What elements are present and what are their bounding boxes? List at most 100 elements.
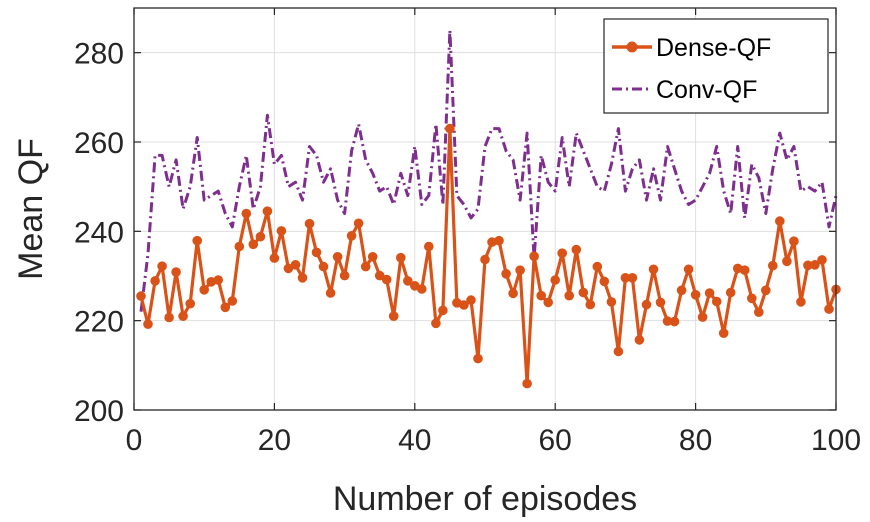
dense-qf-point [291,261,300,270]
dense-qf-point [509,289,518,298]
dense-qf-point [762,286,771,295]
x-tick-label: 60 [539,424,572,457]
dense-qf-point [193,236,202,245]
dense-qf-point [558,249,567,258]
dense-qf-point [790,237,799,246]
dense-qf-point [432,319,441,328]
y-tick-label: 240 [74,216,124,249]
dense-qf-point [544,298,553,307]
dense-qf-point [446,124,455,133]
dense-qf-point [726,288,735,297]
x-tick-label: 100 [811,424,861,457]
dense-qf-point [418,285,427,294]
dense-qf-point [712,297,721,306]
legend-dense-label: Dense-QF [656,34,771,62]
dense-qf-point [670,317,679,326]
dense-qf-point [551,276,560,285]
legend: Dense-QF Conv-QF [604,19,828,113]
dense-qf-point [502,270,511,279]
dense-qf-point [200,286,209,295]
dense-qf-point [691,291,700,300]
dense-qf-point [144,320,153,329]
x-tick-label: 20 [258,424,291,457]
dense-qf-point [755,308,764,317]
dense-qf-point [530,252,539,261]
dense-qf-point [137,292,146,301]
dense-qf-point [600,277,609,286]
dense-qf-point [221,303,230,312]
dense-qf-point [298,274,307,283]
dense-qf-point [523,379,532,388]
dense-qf-point [698,313,707,322]
y-tick-label: 260 [74,127,124,160]
dense-qf-point [614,347,623,356]
dense-qf-point [389,312,398,321]
dense-qf-point [474,354,483,363]
dense-qf-point [397,253,406,262]
dense-qf-point [263,207,272,216]
dense-qf-point [158,262,167,271]
dense-qf-point [249,240,258,249]
dense-qf-point [776,217,785,226]
dense-qf-point [242,209,251,218]
dense-qf-point [705,289,714,298]
dense-qf-point [179,312,188,321]
dense-qf-point [656,298,665,307]
dense-qf-point [635,336,644,345]
y-tick-label: 280 [74,38,124,71]
dense-qf-point [649,265,658,274]
dense-qf-point [495,236,504,245]
dense-qf-point [481,255,490,264]
dense-qf-point [228,297,237,306]
dense-qf-point [361,262,370,271]
dense-qf-point [382,275,391,284]
dense-qf-point [305,219,314,228]
dense-qf-point [628,274,637,283]
dense-qf-point [783,257,792,266]
dense-qf-point [797,298,806,307]
dense-qf-point [825,305,834,314]
dense-qf-point [565,291,574,300]
dense-qf-point [684,265,693,274]
dense-qf-point [270,254,279,263]
dense-qf-point [347,232,356,241]
dense-qf-point [256,232,265,241]
dense-qf-point [235,242,244,251]
dense-qf-point [165,313,174,322]
x-tick-label: 0 [126,424,143,457]
dense-qf-point [642,300,651,309]
dense-qf-point [425,242,434,251]
dense-qf-point [593,262,602,271]
dense-qf-point [354,219,363,228]
dense-qf-point [467,296,476,305]
y-axis-label: Mean QF [12,138,50,280]
dense-qf-point [333,252,342,261]
dense-qf-point [277,227,286,236]
dense-qf-point [319,262,328,271]
dense-qf-point [439,306,448,315]
dense-qf-point [172,268,181,277]
dense-qf-point [677,286,686,295]
x-tick-label: 80 [679,424,712,457]
dense-qf-point [769,261,778,270]
y-tick-label: 200 [74,395,124,428]
dense-qf-point [740,266,749,275]
dense-qf-point [368,252,377,261]
dense-qf-point [214,276,223,285]
dense-qf-point [516,266,525,275]
y-tick-label: 220 [74,306,124,339]
dense-qf-point [186,299,195,308]
dense-qf-point [818,256,827,265]
x-tick-label: 40 [398,424,431,457]
dense-qf-point [607,298,616,307]
dense-qf-point [312,248,321,257]
legend-dense-marker [627,42,637,52]
dense-qf-point [326,289,335,298]
dense-qf-point [340,271,349,280]
dense-qf-point [151,277,160,286]
dense-qf-point [537,291,546,300]
dense-qf-point [572,245,581,254]
dense-qf-point [719,329,728,338]
legend-conv-label: Conv-QF [656,76,757,104]
